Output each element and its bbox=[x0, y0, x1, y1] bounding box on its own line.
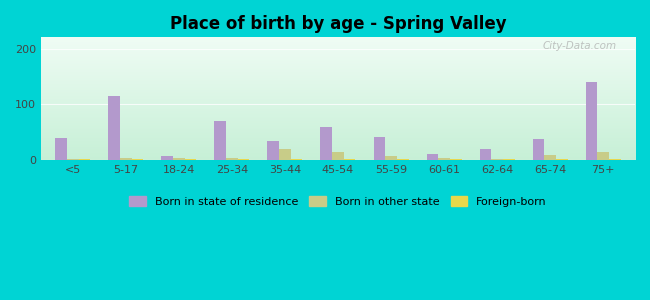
Bar bbox=[67, 159, 79, 160]
Bar bbox=[397, 159, 409, 160]
Bar bbox=[79, 159, 90, 160]
Bar bbox=[586, 82, 597, 160]
Bar bbox=[609, 159, 621, 160]
Bar bbox=[238, 159, 250, 160]
Bar bbox=[185, 159, 196, 160]
Bar bbox=[532, 139, 544, 160]
Bar bbox=[320, 127, 332, 160]
Bar bbox=[120, 158, 132, 160]
Bar bbox=[214, 121, 226, 160]
Bar bbox=[544, 155, 556, 160]
Bar bbox=[344, 159, 356, 160]
Bar bbox=[438, 158, 450, 160]
Bar bbox=[173, 158, 185, 160]
Bar bbox=[279, 149, 291, 160]
Bar bbox=[267, 141, 279, 160]
Bar bbox=[491, 159, 503, 160]
Bar bbox=[332, 152, 344, 160]
Bar bbox=[132, 159, 144, 160]
Bar bbox=[161, 156, 173, 160]
Bar bbox=[480, 149, 491, 160]
Bar bbox=[226, 158, 238, 160]
Bar bbox=[385, 156, 397, 160]
Bar bbox=[503, 159, 515, 160]
Bar bbox=[426, 154, 438, 160]
Title: Place of birth by age - Spring Valley: Place of birth by age - Spring Valley bbox=[170, 15, 506, 33]
Legend: Born in state of residence, Born in other state, Foreign-born: Born in state of residence, Born in othe… bbox=[125, 192, 551, 211]
Bar bbox=[556, 159, 567, 160]
Bar bbox=[374, 137, 385, 160]
Bar bbox=[109, 96, 120, 160]
Bar bbox=[597, 152, 609, 160]
Text: City-Data.com: City-Data.com bbox=[543, 41, 618, 51]
Bar bbox=[55, 138, 67, 160]
Bar bbox=[291, 159, 302, 160]
Bar bbox=[450, 159, 461, 160]
